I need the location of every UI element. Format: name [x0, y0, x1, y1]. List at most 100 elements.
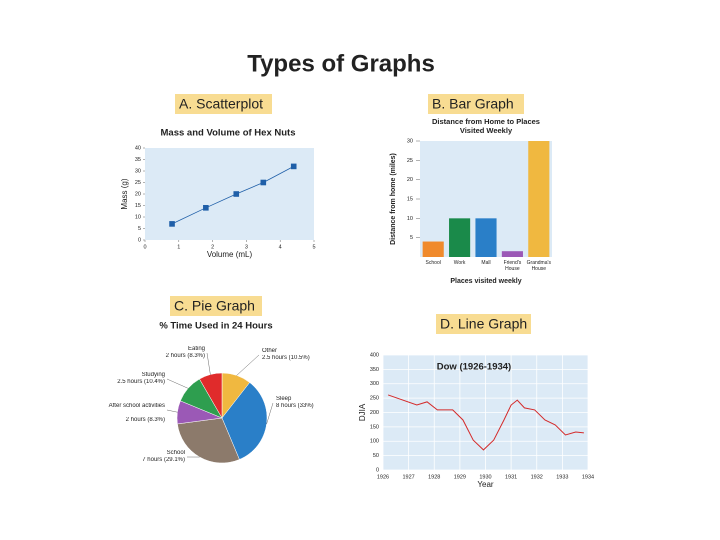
x-axis-label: Year — [477, 480, 494, 489]
slice-value-label-box: 7 hours (29.1%) — [142, 457, 185, 463]
bar — [475, 218, 497, 257]
x-tick-label: 1934 — [582, 474, 594, 480]
y-tick-label: 10 — [135, 214, 141, 220]
slice-value-label-box: 2 hours (8.3%) — [165, 353, 205, 359]
x-tick-label-box: Work — [453, 260, 466, 266]
slice-value-label: 2 hours (8.3%) — [125, 417, 165, 423]
x-tick-label-box: Grandma's House — [526, 260, 551, 272]
x-tick-label-box: Friend's House — [503, 260, 522, 272]
y-tick-label: 15 — [135, 203, 141, 209]
y-tick-label: 150 — [370, 424, 379, 430]
x-tick-label: 1928 — [428, 474, 440, 480]
slice-label: Sleep — [276, 396, 292, 402]
x-tick-label-box: Mall — [481, 260, 490, 266]
point — [290, 163, 297, 170]
slice-label: School — [166, 450, 185, 456]
panel-label: D. Line Graph — [440, 316, 527, 332]
slice-label: Eating — [187, 346, 205, 352]
data-line — [387, 394, 584, 451]
panel-label-bg — [175, 94, 272, 114]
x-tick-label: 1926 — [377, 474, 389, 480]
chart-title: Mass and Volume of Hex Nuts — [161, 128, 296, 139]
y-axis-label: Distance from home (miles) — [390, 153, 397, 245]
slice-label-box: Other — [262, 348, 277, 354]
y-tick-label: 5 — [410, 235, 413, 241]
slice-label-box: After school activities — [108, 403, 165, 409]
pie-slice — [221, 382, 268, 460]
y-tick-label: 400 — [370, 352, 379, 358]
y-tick-label: 35 — [135, 157, 141, 163]
y-axis-label: DJIA — [358, 403, 367, 421]
x-axis-label: Places visited weekly — [450, 278, 521, 285]
y-tick-label: 10 — [407, 216, 413, 222]
panel-label: C. Pie Graph — [174, 298, 255, 314]
page-title: Types of Graphs — [247, 50, 435, 77]
x-tick-label: 1927 — [403, 474, 415, 480]
slice-value-label: 7 hours (29.1%) — [142, 457, 185, 463]
bar — [449, 218, 471, 257]
slice-value-label-box: 8 hours (33%) — [276, 403, 314, 409]
point — [233, 191, 240, 197]
panel-label: B. Bar Graph — [432, 96, 514, 112]
slice-value-label-box: 2 hours (8.3%) — [125, 417, 165, 423]
pie-slice — [177, 417, 240, 464]
y-tick-label: 100 — [370, 439, 379, 445]
slice-value-label-box: 2.5 hours (10.4%) — [117, 379, 165, 385]
y-tick-label: 250 — [370, 396, 379, 402]
y-axis-label: Mass (g) — [120, 178, 129, 209]
x-axis-label: Volume (mL) — [207, 250, 253, 259]
panel-label-bg — [170, 296, 262, 316]
slice-label: After school activities — [108, 403, 165, 409]
panel-label: A. Scatterplot — [179, 96, 263, 112]
y-tick-label: 350 — [370, 367, 379, 373]
x-tick-label: 1 — [177, 244, 180, 250]
y-tick-label: 25 — [135, 180, 141, 186]
slice-label-box: Eating — [187, 346, 205, 352]
y-tick-label: 300 — [370, 381, 379, 387]
chart-title: Distance from Home to Places Visited Wee… — [432, 117, 540, 135]
slice-label: Studying — [141, 372, 165, 378]
slice-label-box: School — [166, 450, 185, 456]
y-tick-label: 25 — [407, 158, 413, 164]
leader-line — [166, 378, 189, 389]
point — [169, 221, 175, 227]
x-tick-label: 3 — [245, 244, 248, 250]
x-tick-label: 4 — [279, 244, 282, 250]
slice-value-label: 2.5 hours (10.5%) — [262, 355, 310, 361]
x-tick-label: 0 — [143, 244, 146, 250]
x-tick-label: Work — [453, 260, 466, 266]
leader-line — [166, 409, 178, 413]
y-tick-label: 5 — [138, 226, 141, 232]
pie-slice — [199, 372, 223, 419]
x-tick-label: 1931 — [505, 474, 517, 480]
x-tick-label: School — [425, 260, 441, 266]
slice-value-label: 8 hours (33%) — [276, 403, 314, 409]
chart-title: % Time Used in 24 Hours — [159, 321, 272, 332]
y-tick-label: 20 — [135, 191, 141, 197]
x-tick-label: Friend's House — [503, 260, 522, 272]
x-tick-label: Grandma's House — [526, 260, 551, 272]
slice-label-box: Studying — [141, 372, 165, 378]
panel-label-bg — [436, 314, 531, 334]
slice-value-label: 2 hours (8.3%) — [165, 353, 205, 359]
leader-line — [206, 352, 211, 375]
bar — [528, 141, 550, 257]
chart-title-box: Distance from Home to Places Visited Wee… — [432, 117, 540, 135]
x-tick-label-box: School — [425, 260, 441, 266]
bar — [422, 241, 444, 257]
chart-title: Dow (1926-1934) — [437, 362, 511, 373]
y-tick-label: 0 — [376, 467, 379, 473]
x-tick-label: 1932 — [531, 474, 543, 480]
y-tick-label: 50 — [373, 453, 379, 459]
leader-line — [236, 354, 260, 376]
y-tick-label: 20 — [407, 177, 413, 183]
y-tick-label: 30 — [407, 138, 413, 144]
slice-label-box: Sleep — [276, 396, 292, 402]
y-tick-label: 200 — [370, 410, 379, 416]
y-tick-label: 40 — [135, 145, 141, 151]
slice-value-label-box: 2.5 hours (10.5%) — [262, 355, 310, 361]
point — [203, 205, 209, 211]
x-tick-label: 5 — [312, 244, 315, 250]
x-tick-label: 1933 — [556, 474, 568, 480]
